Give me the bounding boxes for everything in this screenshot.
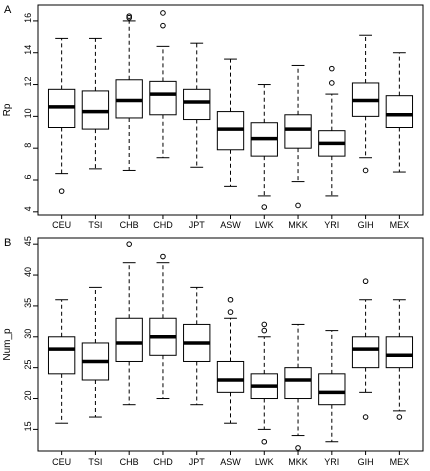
y-tick-label: 16 [23, 13, 33, 23]
outlier-point [227, 309, 234, 315]
y-tick-label: 45 [23, 236, 33, 246]
outlier-point [160, 22, 166, 29]
box-lwk [250, 84, 278, 210]
x-tick-label-lwk: LWK [255, 457, 274, 467]
outlier-point [295, 202, 301, 209]
x-tick-label-jpt: JPT [189, 220, 206, 230]
x-tick-label-gih: GIH [358, 220, 374, 230]
outlier-point [295, 445, 301, 451]
box-chd [149, 253, 177, 400]
iqr-box [351, 336, 380, 369]
x-tick-label-asw: ASW [220, 220, 241, 230]
outlier-point [362, 414, 369, 420]
outlier-point [261, 321, 268, 328]
box-gih [351, 34, 380, 174]
x-tick-label-tsi: TSI [88, 220, 102, 230]
x-tick-label-mex: MEX [390, 220, 410, 230]
iqr-box [385, 336, 414, 369]
y-tick-label: 35 [23, 298, 33, 308]
box-chb [115, 241, 143, 406]
iqr-box [115, 317, 143, 362]
box-chb [115, 13, 143, 171]
box-jpt [183, 42, 211, 168]
x-tick-label-lwk: LWK [255, 220, 274, 230]
outlier-point [362, 278, 369, 285]
y-tick-label: 4 [23, 206, 33, 211]
iqr-box [284, 114, 312, 149]
y-tick-label: 10 [23, 108, 33, 118]
iqr-box [149, 80, 177, 116]
iqr-box [318, 373, 346, 406]
box-yri [318, 330, 346, 443]
outlier-point [261, 327, 268, 334]
y-tick-label: 8 [23, 143, 33, 148]
box-tsi [81, 286, 110, 418]
y-axis-label: Num_p [2, 328, 13, 361]
box-ceu [47, 299, 76, 424]
panel-a: A Rp 4 6 8 10 12 14 16 CEU TSI CHB CHD JPT ASW LWK MKK YR… [2, 4, 424, 230]
y-tick-label: 25 [23, 360, 33, 370]
outlier-point [396, 414, 403, 420]
iqr-box [183, 88, 211, 121]
box-yri [318, 65, 346, 197]
x-tick-label-jpt: JPT [189, 457, 206, 467]
x-tick-label-mkk: MKK [288, 220, 308, 230]
x-tick-label-mex: MEX [390, 457, 410, 467]
box-gih [351, 278, 380, 420]
iqr-box [284, 367, 312, 400]
box-jpt [183, 286, 211, 406]
box-chd [149, 10, 177, 159]
box-mkk [284, 323, 312, 451]
box-mex [385, 299, 414, 420]
outlier-point [160, 10, 166, 16]
y-tick-label: 6 [23, 174, 33, 179]
outlier-point [227, 296, 234, 303]
y-axis-label: Rp [2, 103, 13, 116]
y-tick-label: 30 [23, 329, 33, 339]
x-tick-label-gih: GIH [358, 457, 374, 467]
box-ceu [47, 37, 76, 194]
box-mex [385, 52, 414, 173]
panel-letter: A [4, 4, 12, 16]
x-tick-label-chb: CHB [120, 220, 139, 230]
x-tick-label-chd: CHD [153, 457, 173, 467]
x-tick-label-mkk: MKK [288, 457, 308, 467]
outlier-point [261, 204, 268, 210]
box-asw [216, 296, 245, 424]
x-tick-label-ceu: CEU [52, 220, 71, 230]
x-tick-label-chd: CHD [153, 220, 173, 230]
y-tick-label: 12 [23, 77, 33, 87]
x-tick-label-chb: CHB [120, 457, 139, 467]
outlier-point [126, 241, 132, 247]
box-lwk [250, 321, 278, 445]
y-tick-label: 20 [23, 391, 33, 401]
outlier-point [126, 13, 132, 19]
iqr-box [385, 95, 414, 128]
box-asw [216, 58, 245, 187]
iqr-box [47, 336, 76, 375]
x-tick-label-asw: ASW [220, 457, 241, 467]
x-tick-label-tsi: TSI [88, 457, 102, 467]
outlier-point [329, 80, 335, 86]
outlier-point [58, 188, 65, 194]
outlier-point [160, 253, 166, 260]
x-tick-label-yri: YRI [324, 220, 339, 230]
y-tick-label: 14 [23, 45, 33, 55]
x-tick-label-ceu: CEU [52, 457, 71, 467]
panel-letter: B [4, 237, 11, 249]
outlier-point [329, 65, 335, 72]
y-tick-label: 15 [23, 421, 33, 431]
outlier-point [362, 167, 369, 174]
x-tick-label-yri: YRI [324, 457, 339, 467]
outlier-point [261, 438, 268, 445]
panel-b: B Num_p 15 20 25 30 35 40 45 CEU TSI CHB CHD JPT ASW LW… [2, 236, 424, 467]
box-tsi [81, 37, 110, 170]
y-tick-label: 40 [23, 267, 33, 277]
iqr-box [216, 360, 245, 393]
box-mkk [284, 64, 312, 209]
